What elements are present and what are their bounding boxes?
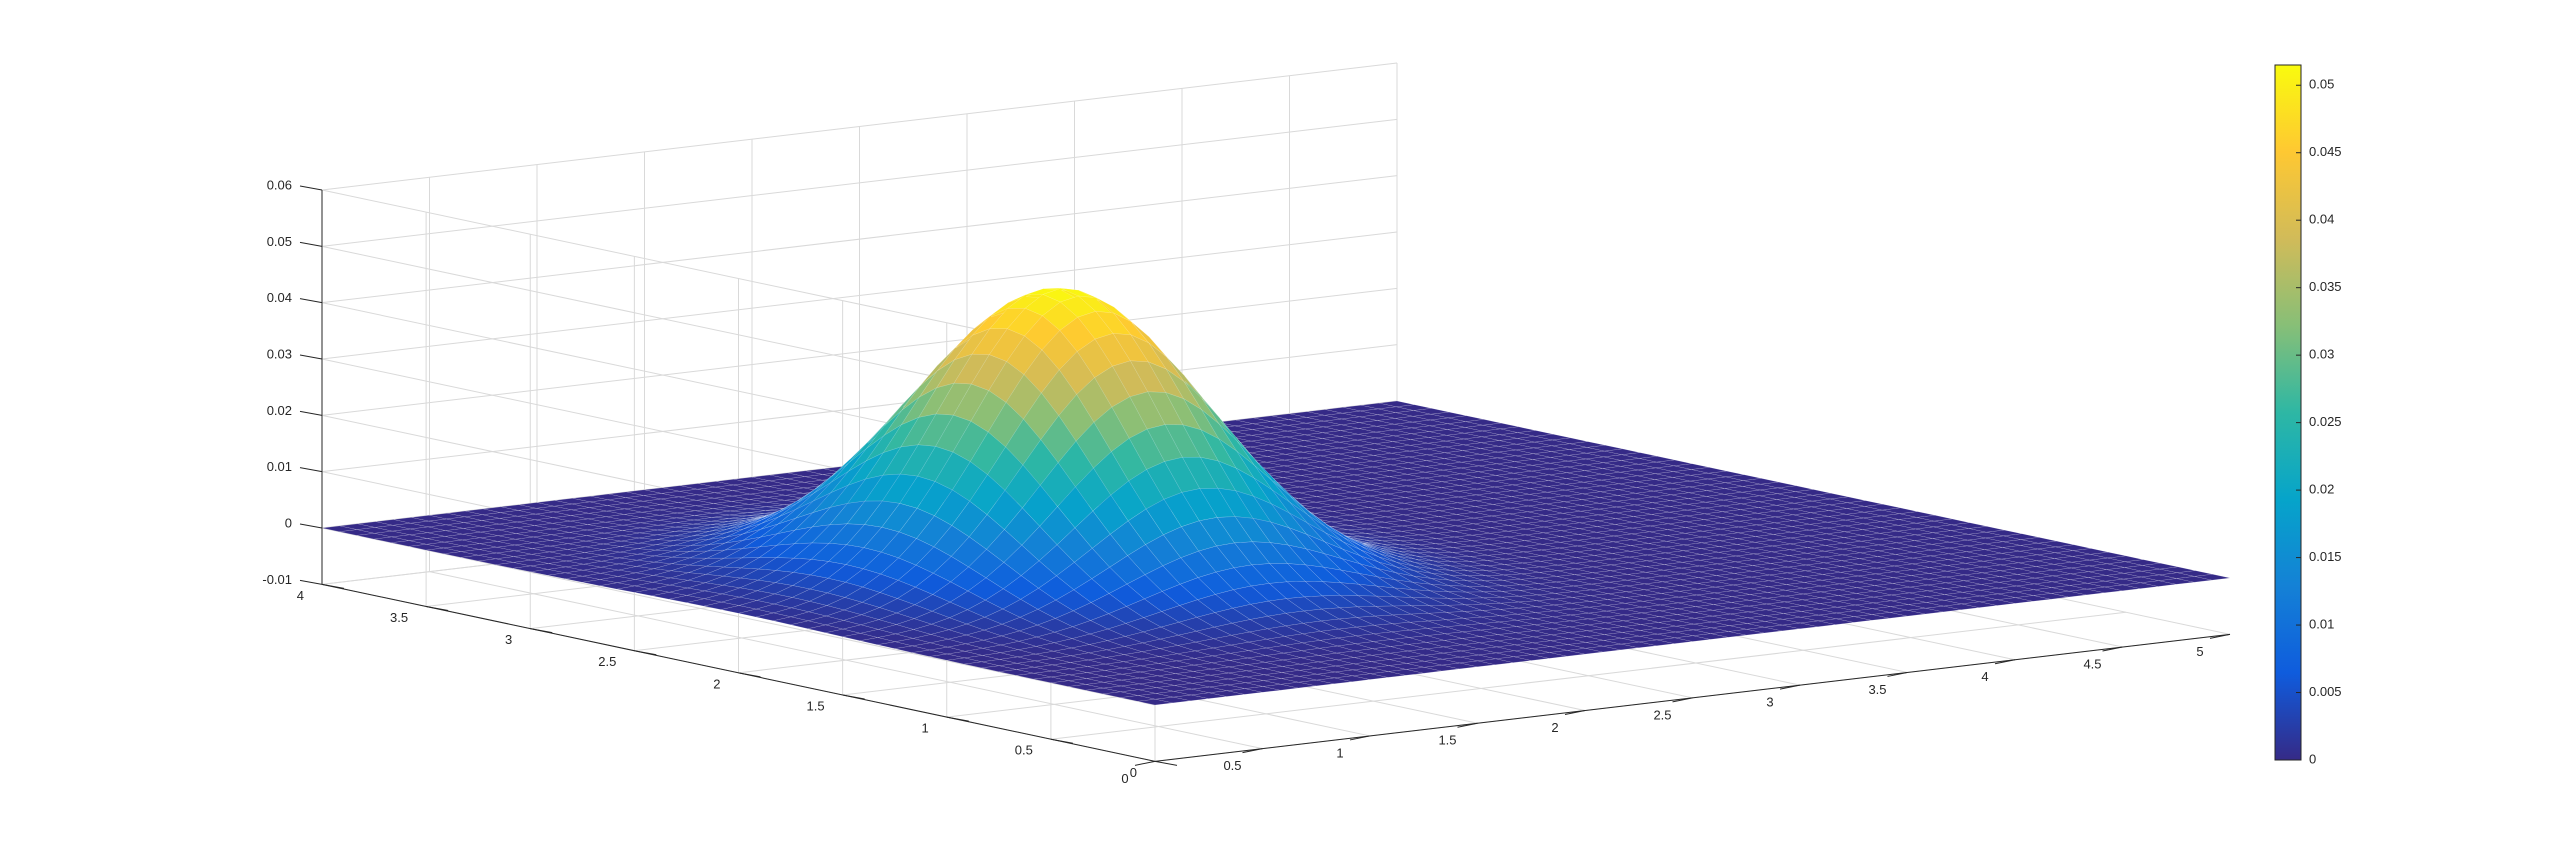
grid-line <box>1050 611 2126 740</box>
z-tick <box>299 185 323 191</box>
z-tick-label: 0.03 <box>267 346 292 361</box>
surface-mesh <box>321 288 2231 706</box>
colorbar-tick-label: 0.035 <box>2309 279 2342 294</box>
z-tick-label: 0.05 <box>267 234 292 249</box>
y-tick-label: 1 <box>922 721 929 736</box>
colorbar: 0 0.005 0.01 0.015 0.02 0.025 0.03 0.035 0.04 0.0… <box>2274 64 2342 766</box>
x-tick <box>1134 760 1156 766</box>
colorbar-tick-label: 0.01 <box>2309 616 2334 631</box>
y-tick-label: 4 <box>297 588 304 603</box>
y-tick-label: 0.5 <box>1015 743 1033 758</box>
colorbar-tick-label: 0.045 <box>2309 144 2342 159</box>
z-tick-label: 0.06 <box>267 177 292 192</box>
z-tick <box>299 241 323 247</box>
y-tick <box>1050 738 1073 744</box>
y-tick <box>842 694 865 700</box>
x-tick-label: 3 <box>1766 695 1773 710</box>
grid-line <box>321 118 1398 247</box>
y-tick-label: 3.5 <box>390 610 408 625</box>
y-tick <box>530 628 553 634</box>
z-tick <box>299 579 323 585</box>
y-tick <box>946 716 969 722</box>
x-tick <box>1564 710 1586 716</box>
z-tick-label: 0.01 <box>267 459 292 474</box>
x-tick-label: 1 <box>1336 745 1343 760</box>
x-tick <box>1779 684 1801 690</box>
x-tick-label: 3.5 <box>1868 682 1886 697</box>
grid-line <box>321 175 1398 304</box>
colorbar-tick-label: 0.04 <box>2309 212 2334 227</box>
x-tick-label: 4 <box>1981 669 1988 684</box>
z-tick <box>299 298 323 304</box>
colorbar-tick-label: 0.015 <box>2309 549 2342 564</box>
y-tick <box>426 605 449 611</box>
z-tick <box>299 523 323 529</box>
colorbar-tick-label: 0.05 <box>2309 77 2334 92</box>
x-tick-label: 2.5 <box>1653 707 1671 722</box>
colorbar-tick-label: 0.025 <box>2309 414 2342 429</box>
x-tick <box>1672 697 1693 703</box>
y-tick-label: 3 <box>505 632 512 647</box>
x-tick <box>1242 748 1263 754</box>
colorbar-tick-label: 0 <box>2309 751 2316 766</box>
surface-patch <box>2194 574 2231 581</box>
x-tick-label: 1.5 <box>1438 733 1456 748</box>
y-tick <box>321 583 345 589</box>
grid-line <box>321 287 1398 416</box>
x-tick-label: 5 <box>2196 644 2203 659</box>
z-tick-label: -0.01 <box>262 572 292 587</box>
x-tick-label: 4.5 <box>2083 656 2101 671</box>
z-tick <box>299 410 323 416</box>
x-tick-label: 2 <box>1551 720 1558 735</box>
grid-line <box>321 344 1398 473</box>
x-tick-label: 0 <box>1121 771 1128 786</box>
x-tick <box>2209 633 2231 639</box>
z-tick <box>299 354 323 360</box>
y-tick-label: 2 <box>713 676 720 691</box>
y-tick-label: 2.5 <box>598 654 616 669</box>
colorbar-tick-label: 0.02 <box>2309 482 2334 497</box>
x-tick <box>1349 735 1371 741</box>
y-tick-label: 1.5 <box>807 698 825 713</box>
z-tick-label: 0.02 <box>267 403 292 418</box>
y-tick <box>738 672 761 678</box>
x-tick <box>1994 659 2016 665</box>
x-tick-label: 0.5 <box>1223 758 1241 773</box>
x-tick <box>2102 646 2123 652</box>
grid-line <box>321 231 1398 360</box>
y-tick <box>1154 760 1178 766</box>
z-tick-label: 0.04 <box>267 290 292 305</box>
x-tick <box>1457 722 1478 728</box>
y-tick-label: 0 <box>1130 765 1137 780</box>
colorbar-gradient <box>2274 64 2302 761</box>
colorbar-tick-label: 0.005 <box>2309 684 2342 699</box>
colorbar-tick-label: 0.03 <box>2309 347 2334 362</box>
axes: 0 0.5 1 1.5 2 2.5 3 3.5 4 4.5 5 0 0.5 1 1.5 2 2.5 3 3.5 4 -0… <box>262 177 2231 786</box>
x-tick <box>1887 671 1908 677</box>
z-tick-label: 0 <box>285 515 292 530</box>
z-tick <box>299 467 323 473</box>
grid-line <box>321 62 1398 191</box>
y-tick <box>634 650 657 656</box>
